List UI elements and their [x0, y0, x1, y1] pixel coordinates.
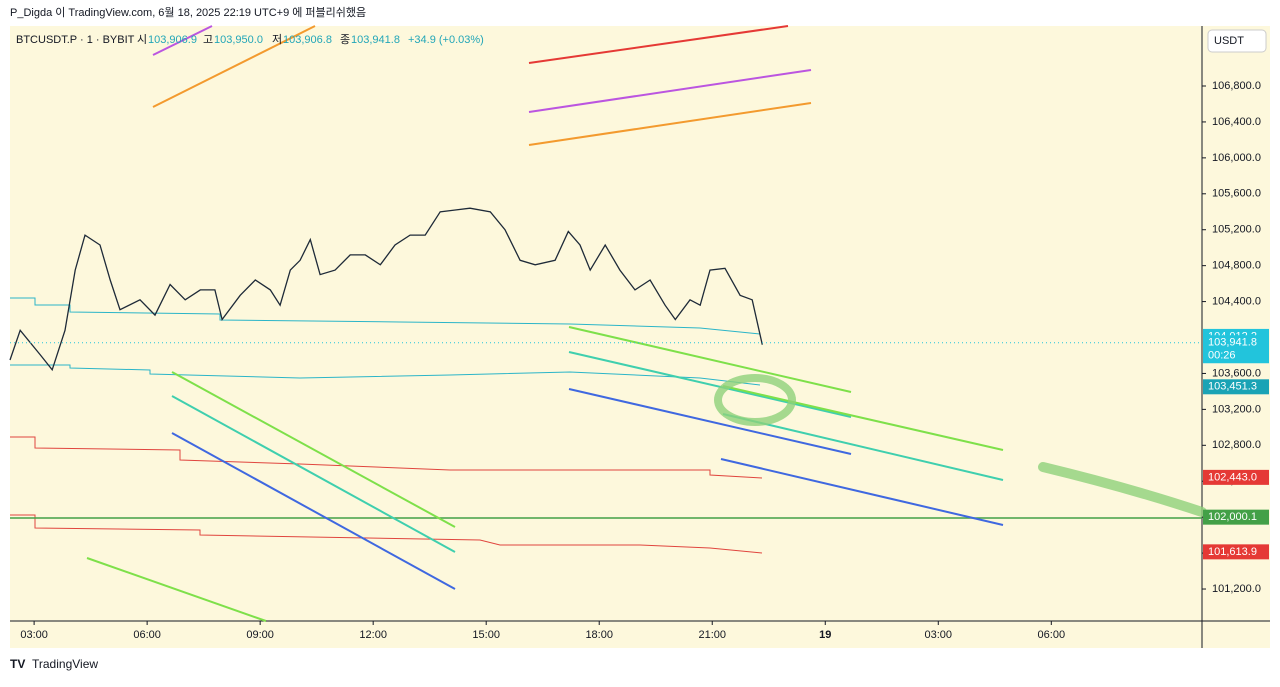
y-tick-label: 104,800.0	[1212, 260, 1261, 272]
price-badge	[1203, 544, 1269, 560]
y-tick-label: 106,400.0	[1212, 116, 1261, 128]
price-badge	[1203, 469, 1269, 485]
close: 103,941.8	[351, 34, 400, 46]
trend-lines	[86, 25, 1207, 622]
price-line	[9, 207, 763, 372]
currency-button[interactable]	[1207, 29, 1267, 53]
indicator-bands	[10, 297, 763, 554]
y-tick-label: 106,000.0	[1212, 152, 1261, 164]
x-tick-label: 12:00	[359, 629, 387, 641]
x-tick-label: 06:00	[133, 629, 161, 641]
price-badge-label: 102,000.1	[1208, 511, 1257, 523]
plot-bg	[10, 26, 1202, 621]
currency[interactable]: USDT	[1214, 35, 1244, 47]
symbol: BTCUSDT.P · 1 · BYBIT	[16, 34, 135, 46]
x-tick-label: 15:00	[472, 629, 500, 641]
countdown: 00:26	[1208, 350, 1236, 362]
low: 103,906.8	[283, 34, 332, 46]
brand: TradingView	[32, 657, 98, 671]
high-label: 고	[203, 34, 213, 46]
price-badge	[1203, 379, 1269, 395]
time-axis-bg	[10, 621, 1270, 648]
y-tick-label: 104,400.0	[1212, 295, 1261, 307]
x-tick-label: 03:00	[925, 629, 953, 641]
x-tick-label: 06:00	[1038, 629, 1066, 641]
y-tick-label: 105,600.0	[1212, 188, 1261, 200]
footer: TV TradingView	[10, 657, 98, 671]
open-label: 시	[137, 34, 147, 46]
price-badge-label: 102,443.0	[1208, 471, 1257, 483]
y-tick-label: 103,600.0	[1212, 367, 1261, 379]
price-badge	[1203, 509, 1269, 525]
legend: BTCUSDT.P · 1 · BYBIT 시 103,906.9 고 103,…	[16, 33, 484, 46]
y-tick-label: 103,200.0	[1212, 403, 1261, 415]
y-tick-label: 106,800.0	[1212, 80, 1261, 92]
price-badge	[1203, 335, 1269, 364]
price-badge-label: 101,613.9	[1208, 546, 1257, 558]
x-tick-label: 19	[819, 629, 831, 641]
x-tick-label: 09:00	[246, 629, 274, 641]
change: +34.9 (+0.03%)	[408, 34, 484, 46]
low-label: 저	[272, 33, 282, 46]
high: 103,950.0	[214, 34, 263, 46]
brand-logo: TV	[10, 657, 25, 671]
price-badge-label: 103,941.8	[1208, 337, 1257, 349]
close-label: 종	[340, 34, 350, 46]
open: 103,906.9	[148, 34, 197, 46]
y-tick-label: 101,200.0	[1212, 583, 1261, 595]
x-tick-label: 03:00	[20, 629, 48, 641]
price-badge-label: 103,451.3	[1208, 381, 1257, 393]
x-tick-label: 21:00	[698, 629, 726, 641]
y-tick-label: 105,200.0	[1212, 224, 1261, 236]
x-tick-label: 18:00	[585, 629, 613, 641]
publish-note: P_Digda 이 TradingView.com, 6월 18, 2025 2…	[10, 6, 366, 19]
y-tick-label: 102,800.0	[1212, 439, 1261, 451]
